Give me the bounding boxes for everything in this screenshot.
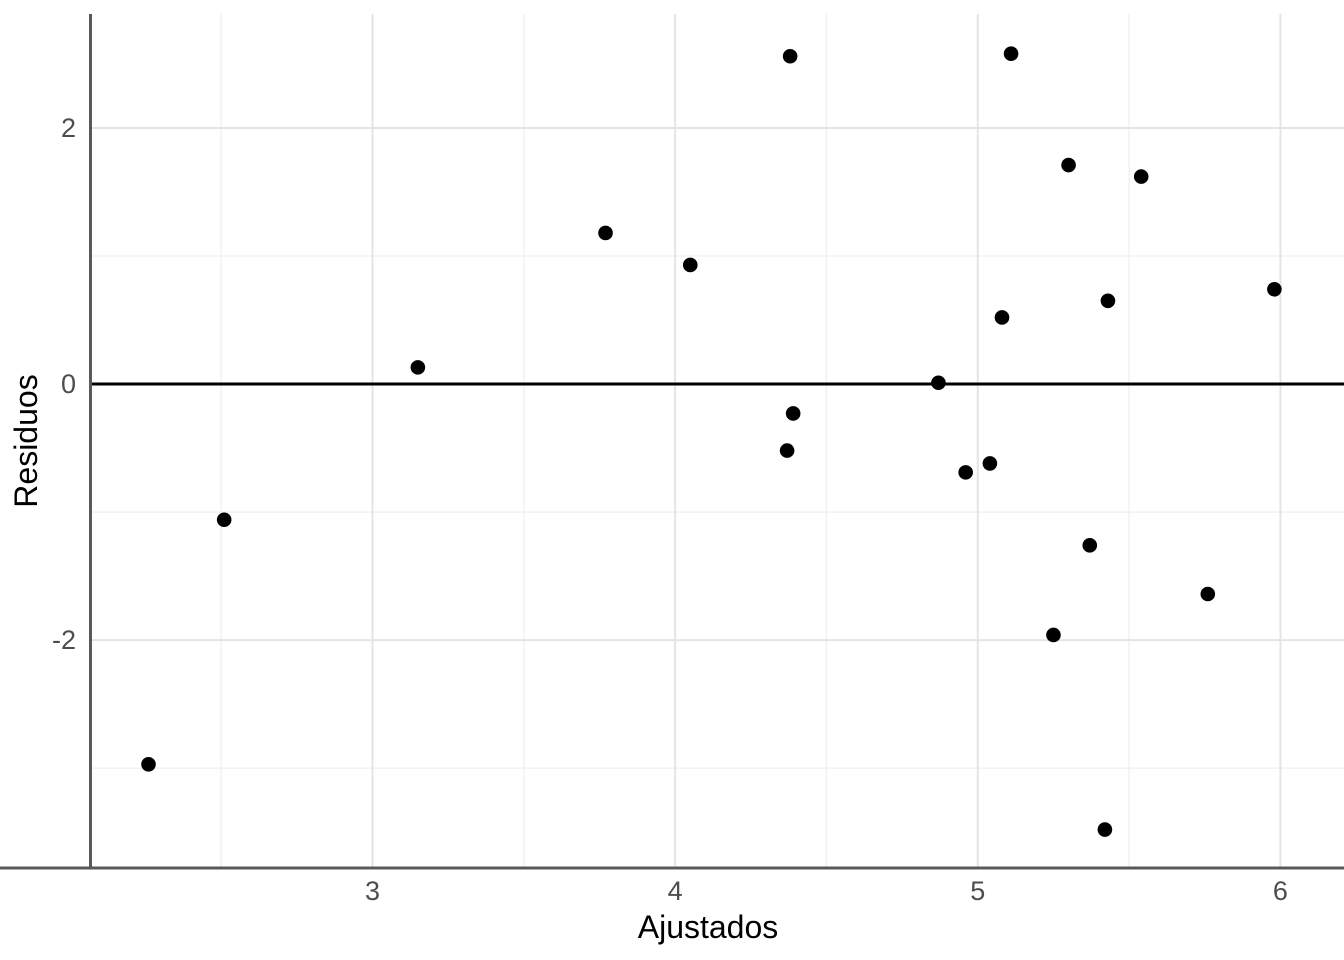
y-tick-label: 0 — [61, 369, 76, 399]
data-point — [1097, 822, 1113, 837]
data-point — [994, 310, 1010, 325]
tick-label-layer: 3 4 5 6 2 0 -2 — [52, 113, 1288, 906]
data-point — [1082, 538, 1098, 553]
x-tick-label: 6 — [1273, 876, 1288, 906]
data-points-layer — [141, 46, 1282, 837]
axis-line-layer — [0, 14, 1344, 870]
x-tick-label: 4 — [668, 876, 683, 906]
data-point — [410, 360, 426, 375]
data-point — [1133, 169, 1149, 184]
data-point — [1003, 46, 1019, 61]
data-point — [982, 456, 998, 471]
data-point — [785, 406, 801, 421]
data-point — [598, 225, 613, 241]
data-point — [1200, 586, 1216, 602]
data-point — [1061, 157, 1076, 173]
grid-layer — [91, 14, 1344, 868]
data-point — [216, 512, 232, 528]
y-tick-label: 2 — [61, 113, 76, 143]
y-tick-label: -2 — [52, 625, 76, 655]
data-point — [1046, 627, 1061, 643]
data-point — [779, 443, 795, 458]
data-point — [782, 48, 798, 64]
data-point — [958, 465, 973, 480]
data-point — [931, 375, 946, 391]
x-axis-title: Ajustados — [638, 909, 779, 945]
data-point — [1100, 293, 1116, 309]
data-point — [141, 756, 156, 772]
x-tick-label: 3 — [365, 876, 380, 906]
x-tick-label: 5 — [970, 876, 985, 906]
data-point — [1267, 281, 1282, 297]
y-axis-title: Residuos — [8, 374, 44, 507]
data-point — [682, 257, 698, 273]
